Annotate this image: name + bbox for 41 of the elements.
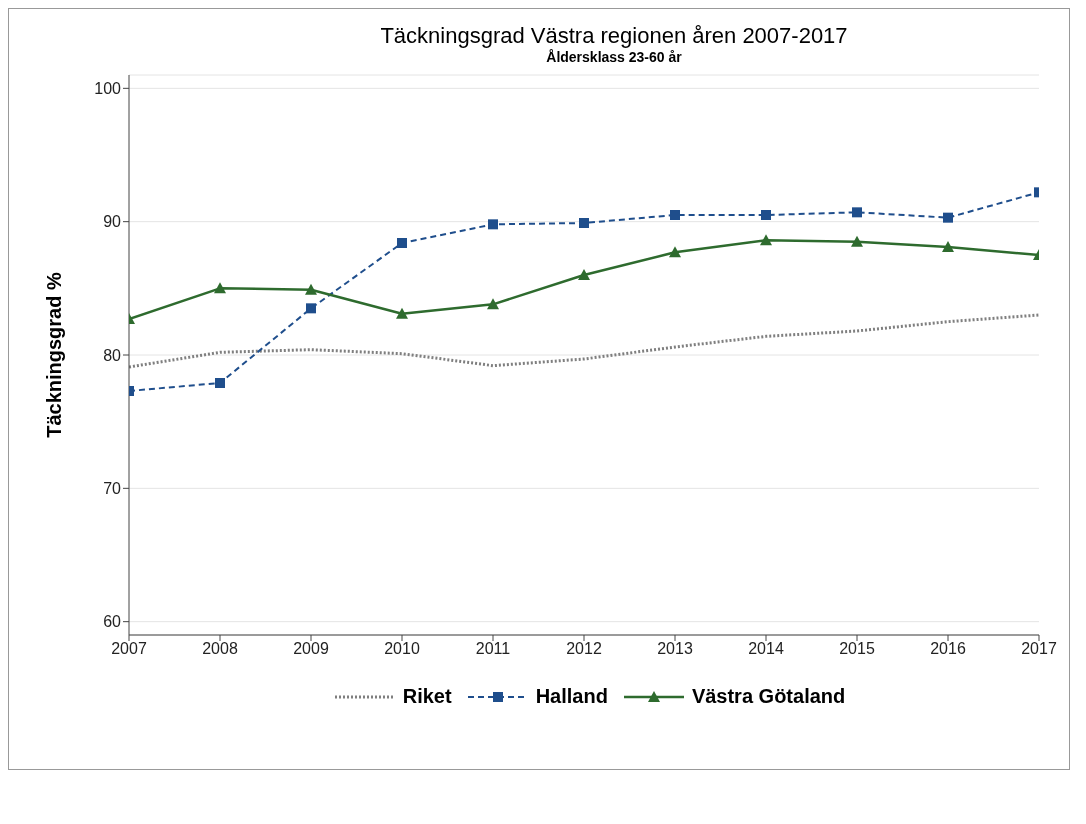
x-tick-label: 2013 (657, 640, 693, 658)
x-tick-label: 2007 (111, 640, 147, 658)
point (670, 210, 680, 220)
x-tick-label: 2011 (475, 640, 511, 658)
x-tick-label: 2014 (748, 640, 784, 658)
x-tick-label: 2017 (1021, 640, 1057, 658)
y-tick-label: 70 (103, 480, 122, 498)
point (306, 303, 316, 314)
point (396, 307, 408, 319)
y-tick-label: 80 (103, 346, 122, 364)
point (943, 212, 953, 223)
point (852, 207, 862, 218)
point (851, 235, 863, 247)
line-series (129, 313, 1039, 369)
x-tick-label: 2009 (293, 640, 329, 658)
y-tick-label: 60 (103, 613, 122, 631)
point (942, 241, 954, 252)
y-axis-title: Täckningsgrad % (43, 271, 66, 438)
point (579, 218, 589, 228)
legend-label: Halland (535, 685, 608, 708)
point (760, 234, 772, 246)
x-tick-label: 2015 (839, 640, 875, 658)
x-tick-label: 2008 (202, 640, 238, 658)
point (305, 283, 317, 295)
legend-label: Västra Götaland (691, 685, 846, 708)
point (487, 298, 499, 310)
chart-title: Täckningsgrad Västra regionen åren 2007-2017 (379, 23, 849, 49)
point (215, 378, 225, 388)
y-tick-label: 90 (103, 213, 122, 231)
legend-label: Riket (402, 685, 452, 708)
x-tick-label: 2012 (566, 640, 602, 658)
y-tick-label: 100 (94, 80, 122, 98)
x-tick-label: 2010 (384, 640, 420, 658)
point (397, 238, 407, 248)
x-tick-label: 2016 (930, 640, 966, 658)
point (578, 269, 590, 280)
point (761, 210, 771, 220)
point (488, 219, 498, 230)
point (669, 246, 681, 258)
point (214, 282, 226, 294)
chart-subtitle: Åldersklass 23-60 år (545, 49, 683, 65)
